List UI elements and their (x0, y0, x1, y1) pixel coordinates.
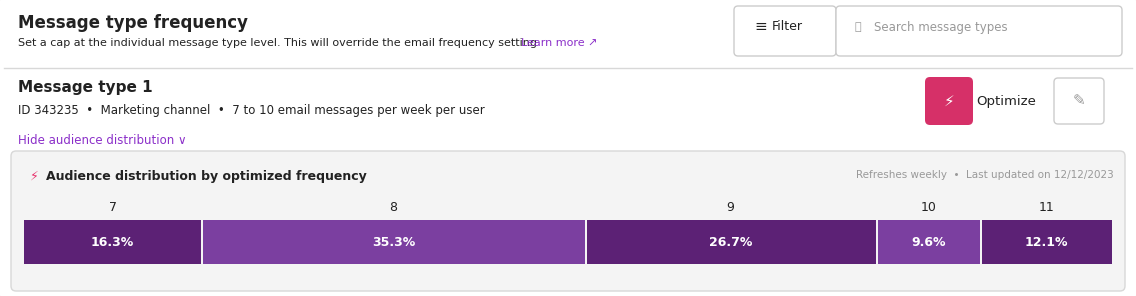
Text: 16.3%: 16.3% (91, 236, 134, 249)
Bar (983, 220, 1112, 264)
Text: Message type frequency: Message type frequency (18, 14, 248, 32)
Text: 35.3%: 35.3% (371, 236, 415, 249)
Text: ⚡: ⚡ (944, 94, 954, 109)
Text: Refreshes weekly  •  Last updated on 12/12/2023: Refreshes weekly • Last updated on 12/12… (857, 170, 1114, 180)
Text: 11: 11 (1038, 201, 1054, 214)
Text: 7: 7 (109, 201, 117, 214)
Text: Search message types: Search message types (874, 20, 1008, 33)
FancyBboxPatch shape (836, 6, 1122, 56)
Text: 10: 10 (920, 201, 936, 214)
Text: Optimize: Optimize (976, 94, 1036, 107)
Text: ✎: ✎ (1072, 94, 1085, 109)
Text: ⚡: ⚡ (30, 170, 39, 183)
FancyBboxPatch shape (734, 6, 836, 56)
Text: 26.7%: 26.7% (709, 236, 752, 249)
Bar (24, 220, 201, 264)
Text: Set a cap at the individual message type level. This will override the email fre: Set a cap at the individual message type… (18, 38, 537, 48)
Bar (587, 220, 876, 264)
Text: ≡: ≡ (754, 20, 767, 35)
Text: 9: 9 (727, 201, 735, 214)
Text: 🔍: 🔍 (854, 22, 861, 32)
Text: Hide audience distribution ∨: Hide audience distribution ∨ (18, 134, 186, 147)
FancyBboxPatch shape (925, 77, 974, 125)
Text: 8: 8 (390, 201, 398, 214)
Text: 12.1%: 12.1% (1025, 236, 1068, 249)
Text: ID 343235  •  Marketing channel  •  7 to 10 email messages per week per user: ID 343235 • Marketing channel • 7 to 10 … (18, 104, 485, 117)
Text: 9.6%: 9.6% (911, 236, 945, 249)
Bar (203, 220, 585, 264)
Text: Filter: Filter (772, 20, 803, 33)
Text: Audience distribution by optimized frequency: Audience distribution by optimized frequ… (45, 170, 367, 183)
Text: Message type 1: Message type 1 (18, 80, 152, 95)
FancyBboxPatch shape (11, 151, 1125, 291)
Text: Learn more ↗: Learn more ↗ (521, 38, 598, 48)
Bar (878, 220, 980, 264)
FancyBboxPatch shape (1054, 78, 1104, 124)
